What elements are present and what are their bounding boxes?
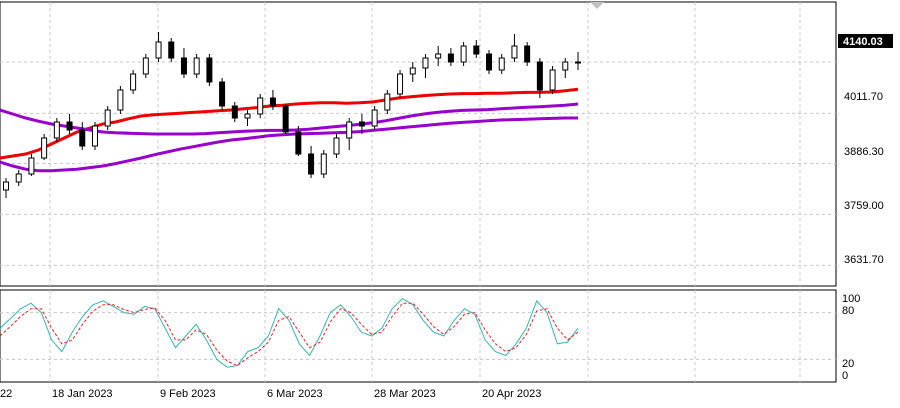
candle-body — [358, 121, 365, 127]
current-price-badge — [838, 34, 893, 48]
candle-body — [219, 81, 226, 107]
candle-body — [409, 67, 416, 75]
candle-body — [333, 137, 340, 155]
osc-tick-label: 80 — [842, 305, 854, 317]
candle-body — [130, 73, 137, 91]
candle-body — [447, 53, 454, 63]
candle-body — [486, 53, 493, 71]
candle-body — [575, 61, 581, 64]
candle-body — [206, 57, 213, 83]
y-tick-label: 4011.70 — [844, 91, 883, 103]
candle-body — [53, 121, 60, 139]
x-tick-label: 9 Feb 2023 — [160, 388, 216, 400]
oscillator-lines — [0, 297, 579, 368]
candle-body — [435, 53, 442, 59]
candle-body — [257, 97, 264, 115]
candle-body — [371, 109, 378, 127]
candle-body — [397, 73, 404, 95]
candle-body — [28, 157, 35, 175]
y-tick-label: 3631.70 — [844, 254, 884, 266]
candle-body — [3, 181, 9, 191]
osc-tick-label: 20 — [842, 358, 854, 370]
shift-marker-icon[interactable] — [590, 2, 604, 9]
candle-body — [460, 45, 467, 63]
candle-body — [269, 97, 276, 107]
grid — [0, 2, 836, 382]
candle-body — [41, 137, 48, 159]
candle-body — [524, 45, 531, 63]
current-price-label: 4140.03 — [843, 36, 883, 48]
candle-body — [320, 153, 327, 175]
moving-average-line — [0, 87, 579, 160]
candle-body — [346, 121, 353, 139]
moving-average-line — [0, 102, 579, 136]
x-tick-label: 6 Mar 2023 — [267, 388, 323, 400]
y-tick-label: 3886.30 — [844, 146, 884, 158]
x-tick-label: 28 Mar 2023 — [374, 388, 436, 400]
candle-body — [282, 105, 289, 133]
oscillator-line — [0, 302, 579, 367]
oscillator-panel-frame — [0, 289, 837, 383]
candle-body — [549, 69, 556, 91]
candle-body — [562, 61, 569, 71]
candle-body — [473, 45, 480, 55]
candle-body — [511, 45, 518, 59]
candle-body — [180, 57, 187, 75]
candle-body — [244, 113, 251, 119]
candle-body — [15, 173, 22, 183]
candle-body — [384, 93, 391, 111]
candle-body — [91, 125, 98, 147]
y-tick-label: 3759.00 — [844, 200, 884, 212]
x-tick-label: 18 Jan 2023 — [52, 388, 113, 400]
moving-averages — [0, 87, 579, 173]
candle-body — [308, 153, 315, 175]
candle-body — [295, 131, 302, 155]
x-tick-label: 20 Apr 2023 — [482, 388, 541, 400]
candle-body — [498, 57, 505, 71]
oscillator-line — [0, 297, 579, 368]
y-axis-oscillator: 100 80 20 0 — [842, 293, 860, 382]
osc-tick-label: 100 — [842, 293, 860, 305]
candle-body — [104, 109, 111, 127]
candle-body — [536, 61, 543, 91]
candle-body — [422, 57, 429, 69]
candle-body — [231, 105, 238, 119]
candles — [3, 32, 581, 198]
candle-body — [66, 121, 73, 131]
candle-body — [168, 41, 175, 59]
candle-body — [117, 89, 124, 111]
candle-body — [79, 129, 86, 147]
y-axis-main: 4011.70 3886.30 3759.00 3631.70 — [844, 91, 884, 266]
moving-average-line — [0, 116, 578, 173]
osc-tick-label: 0 — [842, 370, 848, 382]
candle-body — [155, 41, 162, 59]
x-tick-label: 22 — [0, 388, 12, 400]
candle-body — [142, 57, 149, 75]
candle-body — [193, 57, 200, 75]
main-panel-frame — [0, 1, 837, 287]
x-axis: 22 18 Jan 2023 9 Feb 2023 6 Mar 2023 28 … — [0, 388, 541, 400]
